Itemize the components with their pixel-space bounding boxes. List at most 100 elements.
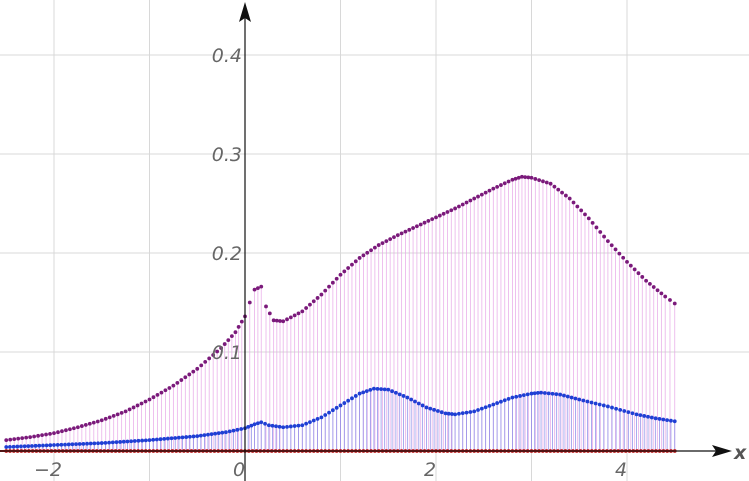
data-point: [308, 302, 312, 307]
data-point: [606, 404, 610, 409]
data-point: [103, 440, 108, 445]
data-point: [546, 391, 551, 396]
data-point: [518, 394, 522, 398]
data-point: [626, 410, 631, 415]
data-point: [346, 266, 351, 270]
data-point: [136, 438, 141, 443]
data-point: [285, 424, 289, 429]
data-point: [569, 395, 574, 400]
data-point: [379, 387, 383, 392]
data-point: [167, 386, 172, 390]
data-point: [127, 407, 132, 412]
data-point: [502, 398, 507, 403]
data-point: [441, 211, 446, 216]
data-point: [281, 319, 286, 324]
data-point: [384, 239, 389, 244]
data-point: [281, 425, 286, 430]
data-point: [659, 291, 664, 296]
data-point: [330, 408, 335, 413]
data-point: [558, 392, 563, 397]
data-point: [483, 405, 488, 410]
data-point: [577, 397, 582, 402]
x-tick-label: 4: [615, 459, 627, 481]
data-point: [85, 441, 89, 446]
data-point: [491, 402, 496, 407]
data-point: [573, 396, 578, 401]
data-point: [206, 432, 210, 437]
data-point: [653, 416, 658, 421]
data-point: [636, 271, 641, 276]
data-point: [99, 441, 104, 445]
data-point: [151, 437, 156, 442]
data-point: [450, 412, 454, 416]
data-point: [198, 433, 203, 438]
data-point: [300, 423, 305, 428]
data-point: [529, 391, 534, 396]
data-point: [263, 421, 267, 426]
data-point: [55, 443, 60, 447]
data-point: [416, 401, 421, 406]
data-point: [597, 402, 602, 407]
data-point: [323, 288, 328, 293]
data-point: [630, 411, 635, 416]
data-point: [388, 237, 393, 242]
data-point: [449, 208, 454, 213]
data-point: [147, 438, 152, 443]
data-point: [542, 391, 547, 395]
data-point: [191, 369, 196, 374]
data-point: [77, 442, 82, 446]
data-point: [215, 349, 220, 354]
data-point: [434, 215, 438, 220]
data-point: [319, 292, 324, 297]
data-point: [338, 403, 343, 408]
data-point: [158, 437, 163, 442]
data-point: [143, 399, 148, 404]
data-point: [129, 439, 134, 444]
data-point: [83, 423, 88, 427]
data-point: [464, 200, 469, 205]
x-tick-label: 0: [233, 459, 245, 481]
data-point: [259, 420, 264, 425]
data-point: [224, 430, 228, 435]
data-point: [446, 411, 451, 416]
data-point: [110, 440, 115, 445]
data-point: [342, 401, 347, 405]
data-point: [255, 421, 260, 426]
data-point: [346, 398, 351, 403]
data-point: [315, 417, 320, 421]
data-point: [445, 210, 450, 214]
data-point: [249, 423, 254, 428]
data-point: [4, 445, 9, 449]
data-point: [628, 263, 633, 268]
data-point: [409, 397, 414, 402]
data-point: [552, 184, 557, 189]
data-point: [625, 260, 629, 264]
data-point: [79, 424, 84, 428]
data-point: [24, 435, 29, 440]
data-point: [513, 176, 518, 181]
data-point: [632, 267, 637, 272]
data-point: [195, 434, 200, 439]
data-point: [560, 190, 564, 195]
data-point: [22, 444, 27, 449]
data-point: [267, 311, 272, 316]
data-point: [169, 436, 174, 441]
data-point: [575, 204, 580, 209]
data-point: [52, 431, 56, 436]
data-point: [266, 423, 271, 428]
data-point: [147, 397, 152, 402]
data-point: [554, 392, 559, 397]
data-point: [526, 175, 531, 180]
data-point: [52, 443, 56, 447]
data-point: [247, 300, 252, 305]
data-point: [426, 219, 431, 223]
y-axis-arrow-icon: [239, 2, 251, 22]
data-point: [648, 281, 652, 286]
data-point: [476, 194, 480, 199]
data-point: [342, 269, 347, 274]
data-point: [48, 431, 52, 436]
data-point: [397, 392, 402, 397]
data-point: [669, 418, 673, 423]
data-point: [176, 435, 181, 440]
data-point: [460, 411, 465, 416]
